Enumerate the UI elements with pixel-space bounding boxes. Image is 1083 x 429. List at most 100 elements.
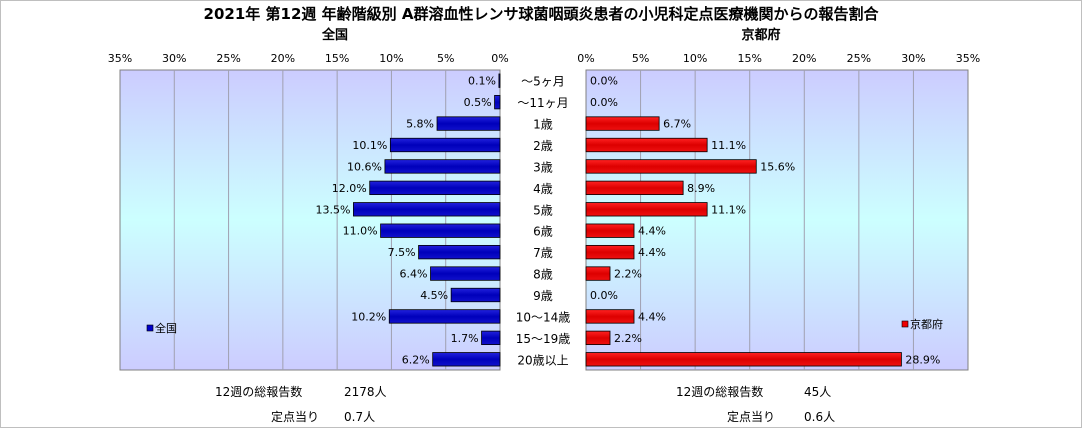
- kyoto-data-label: 28.9%: [905, 353, 940, 366]
- age-category-label: 3歳: [533, 160, 553, 174]
- x-tick-label: 25%: [216, 52, 240, 65]
- x-tick-label: 5%: [437, 52, 454, 65]
- national-data-label: 10.1%: [352, 139, 387, 152]
- kyoto-data-label: 2.2%: [614, 268, 642, 281]
- age-category-label: 2歳: [533, 139, 553, 153]
- kyoto-bar: [585, 202, 708, 217]
- age-category-label: 6歳: [533, 225, 553, 239]
- national-bar: [418, 244, 501, 260]
- national-bar: [450, 287, 501, 303]
- right-panel-title: 京都府: [741, 27, 780, 43]
- x-tick-label: 30%: [162, 52, 186, 65]
- national-bar: [430, 266, 501, 281]
- kyoto-legend: 京都府: [901, 317, 943, 331]
- kyoto-legend-swatch: [901, 320, 909, 328]
- national-data-label: 1.7%: [451, 332, 479, 345]
- x-tick-label: 20%: [271, 52, 295, 65]
- kyoto-bars: 0.0% 0.0% 6.7% 11.1% 15.6% 8.9% 11.1% 4.4% 4.4% 2…: [585, 75, 940, 367]
- national-bar: [384, 159, 501, 174]
- national-legend: 全国: [146, 321, 177, 335]
- age-category-label: 10〜14歳: [516, 310, 571, 324]
- kyoto-data-label: 6.7%: [663, 118, 691, 131]
- x-tick-label: 15%: [737, 52, 761, 65]
- national-data-label: 0.5%: [464, 96, 492, 109]
- kyoto-bar: [585, 309, 635, 324]
- national-data-label: 4.5%: [420, 289, 448, 302]
- chart-title: 2021年 第12週 年齢階級別 A群溶血性レンサ球菌咽頭炎患者の小児科定点医療…: [204, 5, 880, 23]
- kyoto-per-value: 0.6人: [804, 410, 836, 424]
- kyoto-data-label: 0.0%: [590, 75, 618, 88]
- kyoto-bar: [585, 352, 902, 367]
- age-category-label: 〜5ヶ月: [521, 75, 565, 89]
- left-axis-ticks: 35% 30% 25% 20% 15% 10% 5% 0%: [108, 52, 509, 65]
- x-tick-label: 10%: [683, 52, 707, 65]
- national-data-label: 10.2%: [351, 310, 386, 323]
- kyoto-bar: [585, 330, 611, 346]
- age-category-label: 20歳以上: [517, 353, 568, 367]
- national-data-label: 12.0%: [332, 182, 367, 195]
- kyoto-data-label: 4.4%: [638, 246, 666, 259]
- national-bar: [380, 223, 501, 238]
- kyoto-total-label: 12週の総報告数: [676, 385, 764, 399]
- national-bar: [436, 116, 501, 131]
- x-tick-label: 35%: [108, 52, 132, 65]
- national-bars: 0.1% 0.5% 5.8% 10.1% 10.6% 12.0% 13.5% 11.0% 7.5…: [315, 73, 501, 367]
- national-data-label: 13.5%: [315, 203, 350, 216]
- national-bar: [389, 137, 501, 153]
- national-per-label: 定点当り: [271, 410, 320, 424]
- age-category-label: 7歳: [533, 246, 553, 260]
- x-tick-label: 15%: [325, 52, 349, 65]
- kyoto-data-label: 0.0%: [590, 96, 618, 109]
- national-data-label: 5.8%: [406, 118, 434, 131]
- national-bar: [369, 180, 501, 196]
- kyoto-bar: [585, 266, 611, 281]
- national-bar: [388, 309, 501, 324]
- kyoto-data-label: 4.4%: [638, 310, 666, 323]
- kyoto-data-label: 0.0%: [590, 289, 618, 302]
- national-bar: [498, 73, 501, 88]
- kyoto-bar: [585, 137, 708, 153]
- kyoto-total-value: 45人: [804, 385, 832, 399]
- national-data-label: 10.6%: [347, 160, 382, 173]
- kyoto-data-label: 8.9%: [687, 182, 715, 195]
- left-panel-title: 全国: [321, 27, 348, 43]
- national-data-label: 0.1%: [468, 75, 496, 88]
- national-data-label: 7.5%: [388, 246, 416, 259]
- kyoto-bar: [585, 244, 635, 260]
- kyoto-bar: [585, 180, 684, 196]
- national-data-label: 6.4%: [400, 268, 428, 281]
- kyoto-per-label: 定点当り: [727, 410, 776, 424]
- national-data-label: 11.0%: [343, 225, 378, 238]
- age-category-label: 〜11ヶ月: [517, 96, 568, 110]
- age-category-label: 15〜19歳: [516, 332, 571, 346]
- kyoto-bar: [585, 159, 757, 174]
- national-per-value: 0.7人: [344, 410, 376, 424]
- right-gridlines: [640, 70, 914, 370]
- kyoto-bar: [585, 116, 660, 131]
- national-bar: [481, 330, 501, 346]
- kyoto-data-label: 11.1%: [711, 139, 746, 152]
- national-total-value: 2178人: [344, 385, 387, 399]
- age-category-label: 5歳: [533, 203, 553, 217]
- x-tick-label: 25%: [847, 52, 871, 65]
- right-axis-ticks: 0% 5% 10% 15% 20% 25% 30% 35%: [577, 52, 980, 65]
- national-bar: [432, 352, 501, 367]
- national-total-label: 12週の総報告数: [215, 385, 303, 399]
- age-category-label: 1歳: [533, 118, 553, 132]
- x-tick-label: 5%: [632, 52, 649, 65]
- kyoto-data-label: 4.4%: [638, 225, 666, 238]
- national-data-label: 6.2%: [402, 353, 430, 366]
- age-category-label: 9歳: [533, 289, 553, 303]
- x-tick-label: 0%: [577, 52, 594, 65]
- kyoto-data-label: 15.6%: [760, 160, 795, 173]
- national-legend-label: 全国: [155, 321, 177, 335]
- kyoto-data-label: 2.2%: [614, 332, 642, 345]
- national-bar: [494, 94, 501, 110]
- age-category-labels: 〜5ヶ月〜11ヶ月 1歳 2歳 3歳 4歳 5歳 6歳 7歳 8歳 9歳 10〜14歳 15〜19歳 2…: [516, 75, 571, 368]
- left-plot-area: [119, 69, 501, 371]
- x-tick-label: 30%: [901, 52, 925, 65]
- kyoto-bar: [585, 223, 635, 238]
- kyoto-data-label: 11.1%: [711, 203, 746, 216]
- age-category-label: 4歳: [533, 182, 553, 196]
